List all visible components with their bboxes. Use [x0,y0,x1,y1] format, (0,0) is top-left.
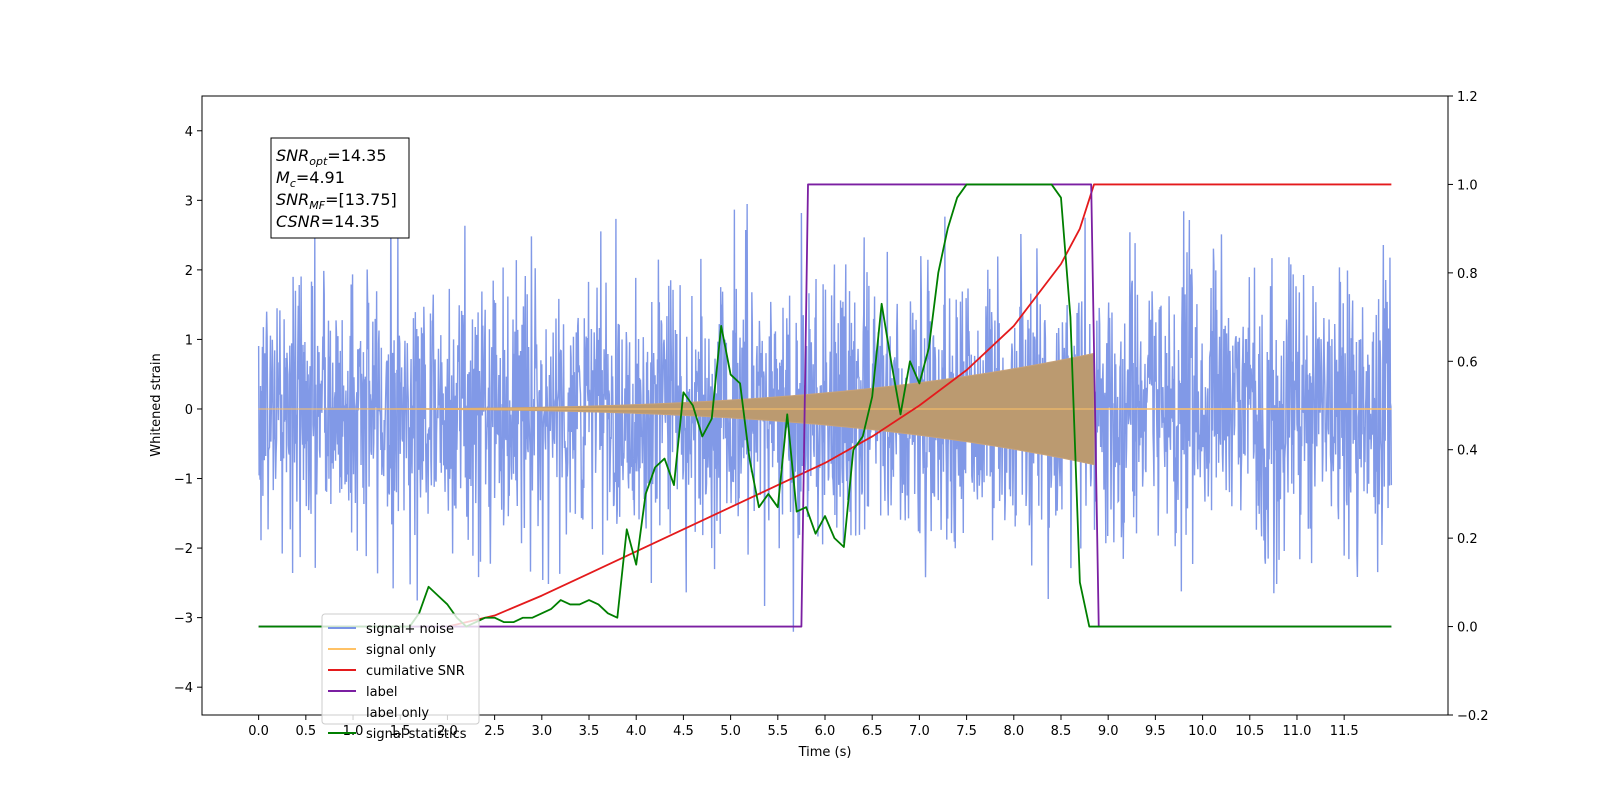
info-box-line: CSNR=14.35 [276,212,380,231]
y2-tick-label: −0.2 [1457,709,1489,724]
info-box-symbol: SNR [276,190,309,209]
info-box-frame [270,137,410,239]
x-tick-label: 3.0 [531,724,552,739]
info-box-subscript: opt [309,155,328,168]
y-tick-label: 0 [185,403,193,418]
info-box-symbol: CSNR [276,212,321,231]
info-box-symbol: SNR [276,146,309,165]
info-box-subscript: c [290,177,296,190]
x-tick-label: 1.0 [343,724,364,739]
info-box: SNRopt=14.35Mc=4.91SNRMF=[13.75]CSNR=14.… [270,137,410,239]
legend-frame [321,613,480,725]
info-box-value: =14.35 [321,212,380,231]
info-box-line: Mc=4.91 [276,168,345,190]
x-tick-label: 10.0 [1188,724,1217,739]
y2-tick-label: 0.6 [1457,355,1478,370]
x-tick-label: 7.0 [909,724,930,739]
x-axis-label: Time (s) [798,745,852,760]
x-tick-label: 8.5 [1051,724,1072,739]
legend-label: label only [366,706,429,721]
series-signal-statistics [258,183,1392,628]
y-tick-label: −4 [174,681,193,696]
x-tick-label: 9.5 [1145,724,1166,739]
y-tick-label: −3 [174,612,193,627]
y-axis-left: −4 −3 −2 −1 0 1 2 3 4 [174,125,202,696]
x-tick-label: 11.0 [1282,724,1311,739]
info-box-subscript: MF [309,199,325,212]
y2-tick-label: 0.0 [1457,621,1478,636]
y2-tick-label: 0.8 [1457,267,1478,282]
legend-label: signal statistics [366,727,467,742]
legend-label: cumilative SNR [366,664,465,679]
y-tick-label: 2 [185,264,193,279]
info-box-value: =14.35 [327,146,386,165]
y-tick-label: 4 [185,125,193,140]
x-tick-label: 1.5 [390,724,411,739]
y-axis-right: −0.2 0.0 0.2 0.4 0.6 0.8 1.0 1.2 [1448,90,1489,724]
x-tick-label: 6.0 [815,724,836,739]
x-tick-label: 6.5 [862,724,883,739]
info-box-line: SNRMF=[13.75] [276,190,397,212]
y2-tick-label: 1.0 [1457,178,1478,193]
y-axis-label: Whitened strain [149,353,164,456]
series-cumulative-snr [447,183,1392,628]
y-tick-label: −2 [174,542,193,557]
legend-label: signal only [366,643,436,658]
x-tick-label: 2.0 [437,724,458,739]
info-box-value: =4.91 [296,168,345,187]
legend-label: signal+ noise [366,622,454,637]
x-tick-label: 3.5 [579,724,600,739]
x-tick-label: 5.0 [720,724,741,739]
y-tick-label: −1 [174,473,193,488]
x-tick-label: 0.0 [248,724,269,739]
x-tick-label: 11.5 [1330,724,1359,739]
x-tick-label: 4.5 [673,724,694,739]
x-tick-label: 4.0 [626,724,647,739]
y-tick-label: 3 [185,194,193,209]
x-axis: 0.0 0.5 1.0 1.5 2.0 2.5 3.0 3.5 4.0 4.5 5.0 5.5 6.0 6… [248,715,1359,739]
x-tick-label: 0.5 [295,724,316,739]
y2-tick-label: 0.4 [1457,444,1478,459]
x-tick-label: 7.5 [956,724,977,739]
x-tick-label: 2.5 [484,724,505,739]
info-box-line: SNRopt=14.35 [276,146,387,168]
info-box-value: =[13.75] [325,190,397,209]
legend-label: label [366,685,397,700]
y2-tick-label: 0.2 [1457,532,1478,547]
x-tick-label: 9.0 [1098,724,1119,739]
y2-tick-label: 1.2 [1457,90,1478,105]
info-box-symbol: M [276,168,290,187]
legend: signal+ noise signal only cumilative SNR la… [321,613,480,742]
series-layer [257,183,1393,632]
x-tick-label: 8.0 [1003,724,1024,739]
y-tick-label: 1 [185,333,193,348]
x-tick-label: 5.5 [767,724,788,739]
x-tick-label: 10.5 [1235,724,1264,739]
